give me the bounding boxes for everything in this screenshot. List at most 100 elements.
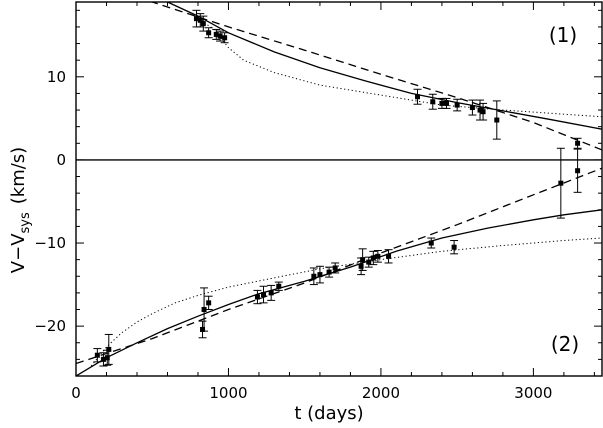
data-point (384, 249, 393, 264)
data-marker (575, 168, 581, 174)
data-marker (261, 292, 267, 298)
data-marker (451, 244, 457, 250)
tick-labels: 0 1000 2000 3000 −20 −10 0 10 (34, 68, 552, 402)
data-marker (439, 100, 445, 106)
data-marker (332, 265, 338, 271)
data-marker (477, 107, 483, 113)
data-marker (326, 269, 332, 275)
data-point (216, 30, 225, 42)
data-point (442, 97, 451, 109)
x-tick-label: 0 (71, 384, 81, 402)
data-marker (494, 117, 500, 123)
y-tick-label: −20 (34, 317, 66, 335)
data-point (204, 295, 213, 311)
data-marker (217, 33, 223, 39)
data-point (93, 348, 102, 363)
data-point (358, 248, 367, 271)
data-point (325, 266, 334, 278)
data-point (479, 102, 488, 121)
y-axis-label-unit: (km/s) (8, 147, 29, 204)
data-marker (106, 346, 112, 352)
x-tick-label: 1000 (209, 384, 247, 402)
data-marker (443, 100, 449, 106)
data-marker (193, 16, 199, 22)
data-point (492, 100, 501, 140)
data-marker (428, 240, 434, 246)
data-point (199, 15, 208, 32)
data-marker (94, 352, 100, 358)
data-point (369, 250, 378, 266)
data-marker (222, 35, 228, 41)
y-axis-label-main: V−V (8, 233, 29, 273)
data-point (315, 265, 324, 284)
y-tick-label: 0 (56, 151, 66, 169)
y-axis-label-subscript: sys (18, 212, 33, 233)
curve-dashed-1 (150, 2, 602, 151)
data-marker (200, 326, 206, 332)
data-marker (311, 273, 317, 279)
curve-solid-0 (165, 2, 602, 130)
data-point (220, 32, 229, 44)
data-marker (375, 253, 381, 259)
data-point (468, 99, 477, 116)
x-tick-label: 2000 (362, 384, 400, 402)
plot-frame (75, 1, 603, 377)
data-marker (360, 257, 366, 263)
data-point (450, 240, 459, 255)
data-point (573, 137, 582, 149)
data-point (253, 289, 262, 305)
data-marker (100, 356, 106, 362)
data-point (274, 281, 283, 291)
data-point (198, 320, 207, 339)
data-marker (386, 253, 392, 259)
data-marker (197, 17, 203, 23)
model-curves (76, 2, 602, 376)
data-marker (558, 180, 564, 186)
data-point (453, 98, 462, 112)
data-marker (454, 102, 460, 108)
x-axis-label: t (days) (294, 403, 363, 424)
curve-dotted-2 (197, 18, 602, 118)
data-marker (415, 94, 421, 100)
data-marker (366, 259, 372, 265)
x-tick-label: 3000 (514, 384, 552, 402)
data-point (99, 352, 108, 367)
svg-text:V−Vsys(km/s): V−Vsys (km/s) (8, 147, 33, 273)
data-marker (268, 290, 274, 296)
data-marker (254, 294, 260, 300)
y-axis-label: V−Vsys (km/s) (8, 147, 33, 273)
data-marker (206, 300, 212, 306)
y-tick-label: −10 (34, 234, 66, 252)
data-marker (358, 263, 364, 269)
data-point (428, 93, 437, 110)
data-point (267, 284, 276, 301)
data-point (331, 262, 340, 274)
data-marker (276, 283, 282, 289)
data-point (373, 250, 382, 263)
data-marker (317, 272, 323, 278)
data-marker (370, 255, 376, 261)
curve-dotted-5 (90, 237, 602, 367)
data-marker (200, 21, 206, 27)
data-marker (469, 105, 475, 111)
data-marker (430, 99, 436, 105)
curve-solid-3 (76, 209, 602, 376)
data-points (93, 9, 582, 367)
panel-label-1: (1) (549, 23, 577, 47)
data-point (259, 285, 268, 304)
panel-label-2: (2) (551, 332, 579, 356)
data-point (204, 27, 213, 39)
data-point (309, 267, 318, 286)
data-point (413, 88, 422, 105)
data-marker (213, 31, 219, 37)
curve-dashed-4 (76, 167, 602, 365)
y-tick-label: 10 (47, 68, 66, 86)
data-marker (104, 355, 110, 361)
data-point (200, 287, 209, 332)
axis-ticks (75, 2, 602, 377)
data-marker (206, 30, 212, 36)
data-marker (575, 140, 581, 146)
data-point (427, 237, 436, 249)
data-marker (201, 307, 207, 313)
